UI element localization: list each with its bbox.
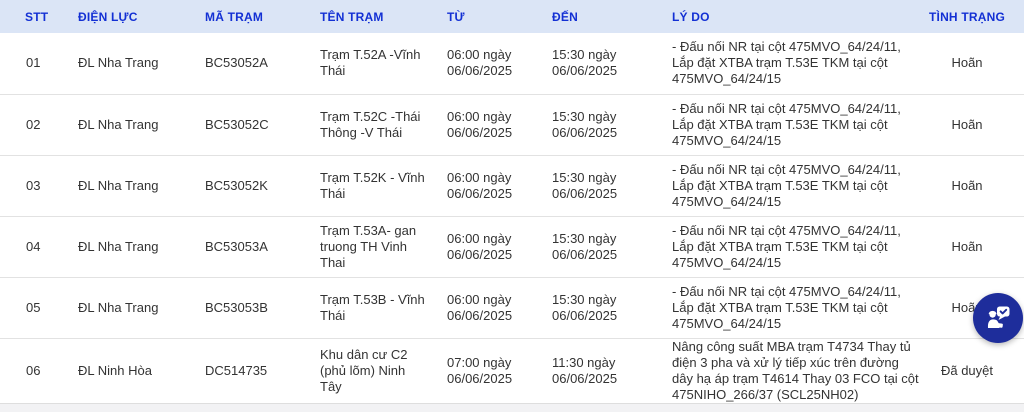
support-chat-icon bbox=[983, 303, 1013, 333]
column-header-dien-luc: ĐIỆN LỰC bbox=[78, 0, 205, 33]
cell-den: 15:30 ngày 06/06/2025 bbox=[552, 155, 672, 217]
cell-den: 15:30 ngày 06/06/2025 bbox=[552, 33, 672, 95]
cell-ma-tram: BC53053B bbox=[205, 277, 320, 339]
cell-tinh-trang: Hoãn bbox=[925, 94, 1024, 156]
cell-tinh-trang: Đã duyệt bbox=[925, 338, 1024, 404]
cell-tu: 06:00 ngày 06/06/2025 bbox=[447, 216, 552, 278]
header-row: STT ĐIỆN LỰC MÃ TRẠM TÊN TRẠM TỪ ĐẾN LÝ … bbox=[0, 0, 1024, 33]
cell-dien-luc: ĐL Ninh Hòa bbox=[78, 338, 205, 404]
column-header-tinh-trang: TÌNH TRẠNG bbox=[925, 0, 1024, 33]
cell-ten-tram: Trạm T.52C -Thái Thông -V Thái bbox=[320, 94, 447, 156]
cell-ly-do: - Đấu nối NR tại cột 475MVO_64/24/11, Lắ… bbox=[672, 277, 925, 339]
cell-den: 11:30 ngày 06/06/2025 bbox=[552, 338, 672, 404]
cell-tinh-trang: Hoãn bbox=[925, 216, 1024, 278]
table-row-4: 04 ĐL Nha Trang BC53053A Trạm T.53A- gan… bbox=[0, 216, 1024, 278]
cell-ma-tram: BC53053A bbox=[205, 216, 320, 278]
cell-dien-luc: ĐL Nha Trang bbox=[78, 277, 205, 339]
cell-ly-do: - Đấu nối NR tại cột 475MVO_64/24/11, Lắ… bbox=[672, 155, 925, 217]
cell-dien-luc: ĐL Nha Trang bbox=[78, 33, 205, 95]
table-row-2: 02 ĐL Nha Trang BC53052C Trạm T.52C -Thá… bbox=[0, 94, 1024, 156]
cell-tu: 06:00 ngày 06/06/2025 bbox=[447, 94, 552, 156]
table-row-1: 01 ĐL Nha Trang BC53052A Trạm T.52A -Vĩn… bbox=[0, 33, 1024, 95]
column-header-den: ĐẾN bbox=[552, 0, 672, 33]
cell-ten-tram: Trạm T.52A -Vĩnh Thái bbox=[320, 33, 447, 95]
cell-ly-do: - Đấu nối NR tại cột 475MVO_64/24/11, Lắ… bbox=[672, 216, 925, 278]
cell-stt: 03 bbox=[0, 155, 78, 217]
cell-ly-do: - Đấu nối NR tại cột 475MVO_64/24/11, Lắ… bbox=[672, 33, 925, 95]
cell-ten-tram: Trạm T.53A- gan truong TH Vinh Thai bbox=[320, 216, 447, 278]
cell-ma-tram: BC53052C bbox=[205, 94, 320, 156]
column-header-tu: TỪ bbox=[447, 0, 552, 33]
cell-stt: 06 bbox=[0, 338, 78, 404]
cell-tu: 06:00 ngày 06/06/2025 bbox=[447, 277, 552, 339]
cell-tinh-trang: Hoãn bbox=[925, 155, 1024, 217]
cell-ma-tram: BC53052A bbox=[205, 33, 320, 95]
cell-den: 15:30 ngày 06/06/2025 bbox=[552, 277, 672, 339]
cell-tu: 06:00 ngày 06/06/2025 bbox=[447, 33, 552, 95]
table-header: STT ĐIỆN LỰC MÃ TRẠM TÊN TRẠM TỪ ĐẾN LÝ … bbox=[0, 0, 1024, 33]
cell-dien-luc: ĐL Nha Trang bbox=[78, 155, 205, 217]
column-header-ma-tram: MÃ TRẠM bbox=[205, 0, 320, 33]
cell-dien-luc: ĐL Nha Trang bbox=[78, 94, 205, 156]
cell-ma-tram: DC514735 bbox=[205, 338, 320, 404]
table-body: 01 ĐL Nha Trang BC53052A Trạm T.52A -Vĩn… bbox=[0, 33, 1024, 404]
cell-ten-tram: Trạm T.52K - Vĩnh Thái bbox=[320, 155, 447, 217]
cell-stt: 02 bbox=[0, 94, 78, 156]
cell-ly-do: - Đấu nối NR tại cột 475MVO_64/24/11, Lắ… bbox=[672, 94, 925, 156]
table-row-3: 03 ĐL Nha Trang BC53052K Trạm T.52K - Vĩ… bbox=[0, 155, 1024, 217]
cell-ma-tram: BC53052K bbox=[205, 155, 320, 217]
cell-tu: 07:00 ngày 06/06/2025 bbox=[447, 338, 552, 404]
support-chat-button[interactable] bbox=[973, 293, 1023, 343]
cell-stt: 05 bbox=[0, 277, 78, 339]
cell-den: 15:30 ngày 06/06/2025 bbox=[552, 216, 672, 278]
cell-den: 15:30 ngày 06/06/2025 bbox=[552, 94, 672, 156]
cell-stt: 04 bbox=[0, 216, 78, 278]
cell-stt: 01 bbox=[0, 33, 78, 95]
cell-ten-tram: Khu dân cư C2 (phủ lõm) Ninh Tây bbox=[320, 338, 447, 404]
cell-ten-tram: Trạm T.53B - Vĩnh Thái bbox=[320, 277, 447, 339]
cell-tinh-trang: Hoãn bbox=[925, 33, 1024, 95]
cell-ly-do: Nâng công suất MBA trạm T4734 Thay tủ đi… bbox=[672, 338, 925, 404]
table-row-6: 06 ĐL Ninh Hòa DC514735 Khu dân cư C2 (p… bbox=[0, 338, 1024, 404]
cell-dien-luc: ĐL Nha Trang bbox=[78, 216, 205, 278]
column-header-stt: STT bbox=[0, 0, 78, 33]
cell-tu: 06:00 ngày 06/06/2025 bbox=[447, 155, 552, 217]
page-footer-strip bbox=[0, 404, 1024, 412]
column-header-ten-tram: TÊN TRẠM bbox=[320, 0, 447, 33]
column-header-ly-do: LÝ DO bbox=[672, 0, 925, 33]
table-row-5: 05 ĐL Nha Trang BC53053B Trạm T.53B - Vĩ… bbox=[0, 277, 1024, 339]
